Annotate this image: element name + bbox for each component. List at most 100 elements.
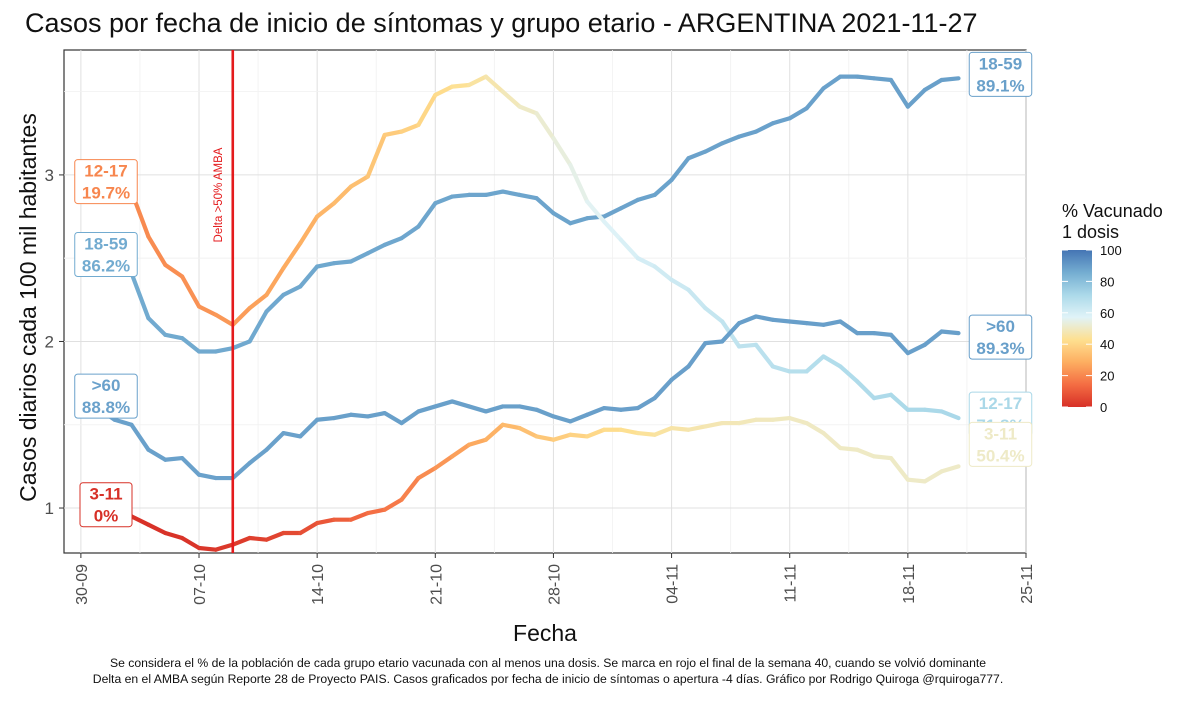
series-segment bbox=[669, 425, 691, 432]
series-segment bbox=[129, 514, 151, 527]
series-segment bbox=[618, 427, 640, 436]
delta-marker: Delta >50% AMBA bbox=[213, 50, 235, 553]
series-segment bbox=[433, 194, 455, 206]
label-group: 12-17 bbox=[979, 394, 1022, 413]
series-segment bbox=[922, 77, 944, 93]
series-segment bbox=[736, 129, 759, 139]
series-segment bbox=[112, 417, 134, 427]
series-segment bbox=[872, 331, 894, 337]
label-pct: 0% bbox=[94, 507, 119, 526]
series-segment bbox=[180, 336, 202, 354]
series-segment bbox=[720, 321, 742, 344]
series-segment bbox=[230, 339, 252, 351]
series-segment bbox=[534, 434, 556, 442]
series-segment bbox=[855, 379, 877, 401]
label-group: 18-59 bbox=[84, 235, 127, 254]
series-segment bbox=[382, 497, 404, 512]
end-label-18-59: 18-59 89.1% bbox=[968, 51, 1033, 97]
series-segment bbox=[922, 407, 944, 414]
series-segment bbox=[568, 162, 590, 204]
series-segment bbox=[939, 464, 961, 474]
series-segment bbox=[770, 415, 792, 422]
series-segment bbox=[433, 84, 455, 98]
series-segment bbox=[703, 420, 725, 429]
series-segment bbox=[348, 251, 370, 264]
series-segment bbox=[686, 149, 708, 161]
series-segment bbox=[146, 447, 168, 462]
series-segment bbox=[466, 404, 489, 414]
start-label-12-17: 12-17 19.7% bbox=[74, 159, 138, 205]
series-segment bbox=[264, 266, 286, 297]
series-segment bbox=[787, 415, 809, 426]
series-segment bbox=[466, 437, 489, 447]
series-line->60 bbox=[95, 314, 961, 481]
series-segment bbox=[635, 192, 657, 203]
series-segment bbox=[500, 422, 522, 431]
series-segment bbox=[382, 129, 404, 138]
series-segment bbox=[635, 256, 657, 269]
label-box bbox=[968, 51, 1033, 97]
caption-line-1: Se considera el % de la población de cad… bbox=[110, 656, 986, 670]
series-segment bbox=[753, 342, 775, 369]
series-segment bbox=[517, 192, 539, 201]
series-segment bbox=[247, 292, 269, 311]
series-segment bbox=[281, 241, 303, 271]
series-segment bbox=[315, 415, 337, 422]
series-segment bbox=[247, 447, 269, 466]
series-segment bbox=[905, 87, 927, 109]
series-segment bbox=[551, 211, 573, 226]
x-tick-label: 14-10 bbox=[310, 564, 327, 605]
series-segment bbox=[686, 424, 708, 432]
series-segment bbox=[888, 77, 910, 109]
series-segment bbox=[585, 405, 607, 417]
colorbar-label: 100 bbox=[1100, 243, 1122, 258]
series-segment bbox=[872, 392, 894, 401]
caption-line-2: Delta en el AMBA según Reporte 28 de Pro… bbox=[93, 672, 1003, 686]
series-segment bbox=[703, 339, 725, 346]
y-axis-title: Casos diarios cada 100 mil habitantes bbox=[15, 113, 41, 502]
label-pct: 89.3% bbox=[976, 339, 1024, 358]
label-group: >60 bbox=[92, 376, 121, 395]
series-segment bbox=[298, 417, 320, 439]
series-segment bbox=[753, 121, 775, 134]
series-segment bbox=[129, 271, 151, 321]
series-segment bbox=[804, 86, 826, 111]
series-segment bbox=[939, 329, 961, 336]
series-segment bbox=[703, 141, 725, 154]
series-segment bbox=[213, 346, 235, 354]
x-tick-label: 07-10 bbox=[192, 564, 209, 605]
label-box bbox=[968, 421, 1033, 467]
x-axis-title: Fecha bbox=[513, 620, 577, 646]
series-segment bbox=[483, 422, 505, 442]
label-pct: 86.2% bbox=[82, 257, 130, 276]
series-segment bbox=[298, 264, 320, 289]
x-tick-label: 04-11 bbox=[665, 564, 682, 604]
series-segment bbox=[517, 425, 539, 439]
series-segment bbox=[821, 319, 843, 327]
series-segment bbox=[838, 445, 860, 452]
series-segment bbox=[196, 545, 218, 552]
series-segment bbox=[163, 455, 185, 462]
series-segment bbox=[483, 189, 505, 198]
series-segment bbox=[298, 214, 320, 246]
x-tick-label: 21-10 bbox=[428, 564, 445, 605]
label-group: 3-11 bbox=[89, 485, 122, 504]
label-group: 12-17 bbox=[84, 162, 127, 181]
series-segment bbox=[855, 447, 877, 459]
series-segment bbox=[416, 404, 438, 414]
label-pct: 89.1% bbox=[976, 76, 1024, 95]
series-segment bbox=[230, 460, 252, 481]
series-segment bbox=[247, 309, 269, 344]
series-segment bbox=[196, 304, 218, 317]
series-segment bbox=[483, 74, 505, 94]
series-segment bbox=[551, 414, 573, 424]
series-segment bbox=[399, 409, 421, 426]
series-segment bbox=[348, 510, 370, 522]
series-segment bbox=[382, 410, 404, 426]
series-segment bbox=[196, 472, 218, 481]
label-pct: 88.8% bbox=[82, 398, 130, 417]
series-segment bbox=[905, 477, 927, 484]
label-box bbox=[74, 373, 138, 419]
series-segment bbox=[872, 76, 894, 83]
plot-panel bbox=[63, 49, 1027, 554]
